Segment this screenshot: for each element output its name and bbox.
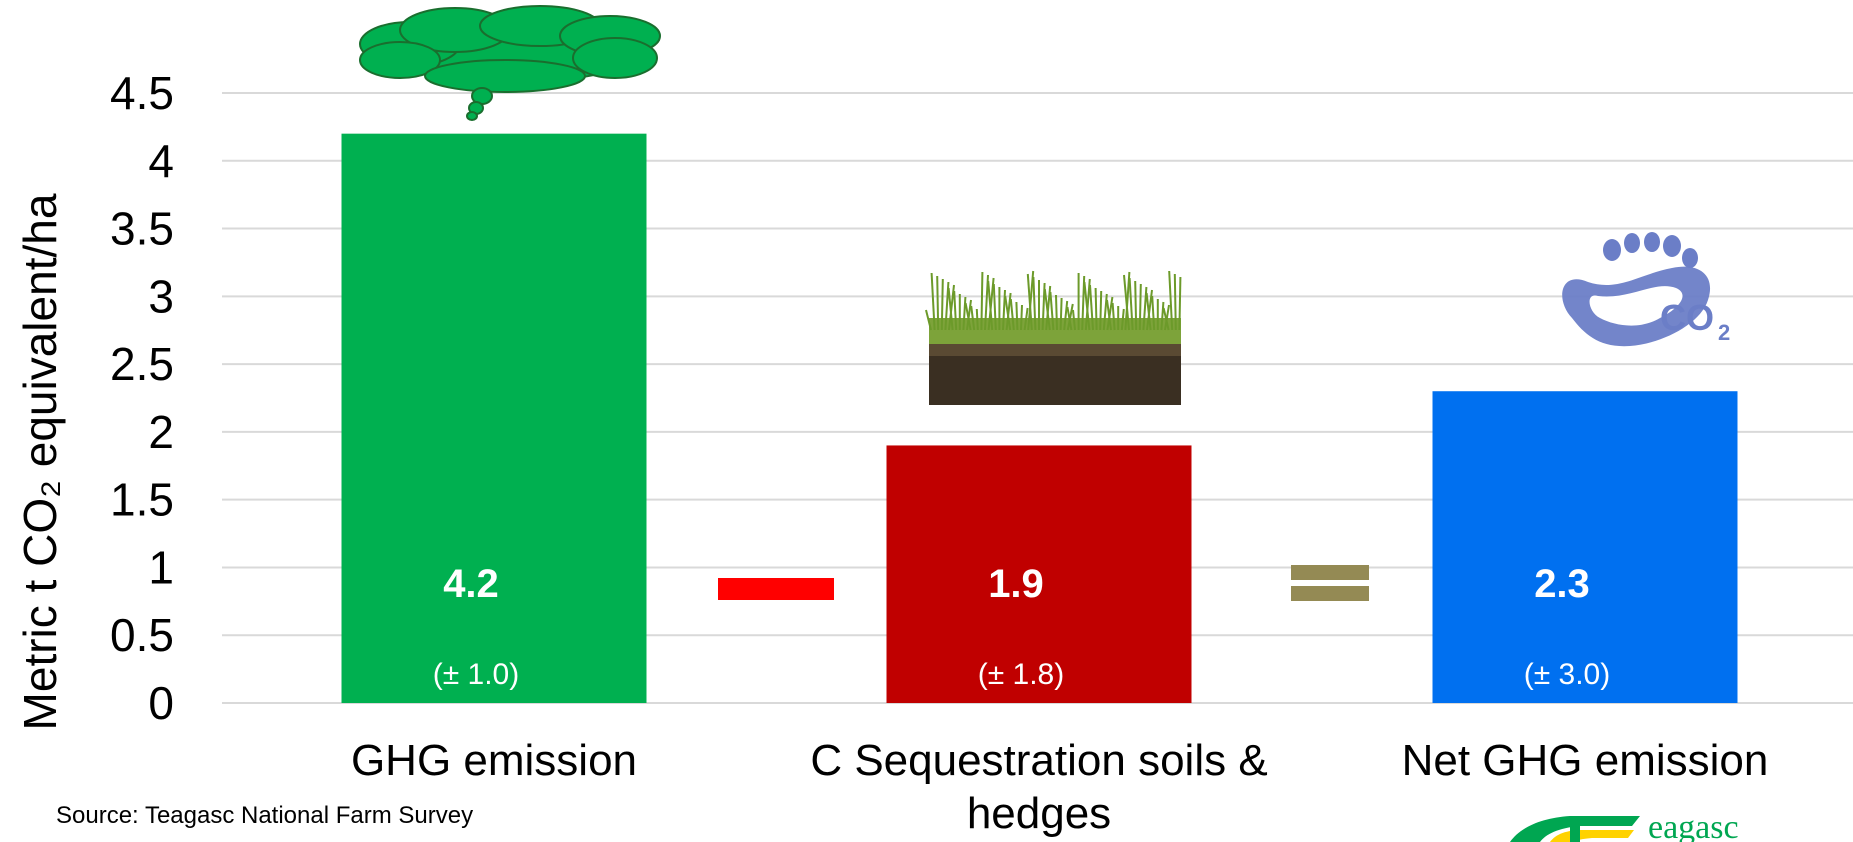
grass-blade [1026, 273, 1033, 331]
grass-blade [1151, 295, 1156, 331]
grass-blade [936, 275, 940, 331]
grass-blade [1066, 303, 1074, 331]
grass-blade [987, 280, 994, 331]
grass-blade [1164, 304, 1170, 331]
grass-blade [1173, 273, 1177, 331]
bar-value-label: 1.9 [988, 562, 1044, 606]
grass-blade [947, 287, 954, 331]
y-tick-label: 1.5 [110, 474, 174, 526]
grass-blade [1043, 288, 1051, 331]
bar [886, 445, 1192, 703]
grass-blade [1128, 277, 1134, 331]
grass-blade [1009, 298, 1015, 331]
grass-blade [1015, 301, 1019, 331]
grass-blade [1020, 304, 1023, 331]
y-axis-ticks: 0 0.5 1 1.5 2 2.5 3 3.5 4 4.5 [110, 67, 174, 729]
co2-footprint-icon: CO 2 [1562, 232, 1730, 347]
grass-blade [1145, 292, 1152, 331]
grass-blade [1032, 276, 1037, 331]
category-label: hedges [967, 789, 1111, 838]
bar-labels: 4.2 (± 1.0) 1.9 (± 1.8) 2.3 (± 3.0) [433, 562, 1610, 691]
grass-blade [1106, 299, 1112, 331]
grass-blade [1089, 284, 1094, 331]
grass-blade [992, 283, 997, 331]
y-tick-label: 3.5 [110, 203, 174, 255]
y-axis-label: Metric t CO₂ equivalent/ha [14, 193, 66, 730]
grass-blade [1168, 270, 1174, 331]
grass-blade [1099, 290, 1103, 331]
grass-blade [1124, 271, 1131, 331]
grass-blade [1138, 283, 1142, 331]
grass-blade [1059, 297, 1063, 331]
y-tick-label: 0.5 [110, 609, 174, 661]
grass-blade [1123, 274, 1130, 331]
grass-blade [1027, 270, 1035, 331]
grass-blade [1049, 291, 1055, 331]
grass-blade [1063, 300, 1069, 331]
grass-blade [930, 272, 936, 331]
grass-blade [1120, 308, 1125, 331]
grass-blade [1055, 294, 1058, 331]
grass-soil-image [925, 270, 1182, 405]
grass-blade [953, 290, 958, 331]
grass-blade [1146, 289, 1153, 331]
category-label: Net GHG emission [1402, 736, 1769, 785]
grass-blade [1160, 301, 1165, 331]
grass-blade [940, 278, 944, 331]
bar-error-label: (± 3.0) [1524, 658, 1610, 691]
bar-error-label: (± 1.8) [978, 658, 1064, 691]
cloud-icon [359, 5, 661, 121]
bars [341, 133, 1738, 703]
source-note: Source: Teagasc National Farm Survey [56, 802, 474, 829]
grass-blade [1102, 293, 1108, 331]
y-tick-label: 3 [148, 270, 174, 322]
grass-blade [1066, 306, 1073, 331]
bar-value-label: 2.3 [1534, 562, 1590, 606]
category-labels: GHG emission C Sequestration soils &hedge… [351, 736, 1768, 838]
teagasc-logo: eagasc [1510, 809, 1739, 842]
grass-blade [1072, 309, 1076, 331]
y-tick-label: 1 [148, 541, 174, 593]
grass-blade [987, 277, 995, 331]
grass-blade [1083, 281, 1091, 331]
equals-sign [1291, 565, 1369, 601]
bar [1432, 391, 1738, 703]
grass-blade [970, 305, 976, 331]
grass-blade [980, 271, 984, 331]
y-tick-label: 4 [148, 135, 174, 187]
y-tick-label: 2.5 [110, 338, 174, 390]
y-tick-label: 4.5 [110, 67, 174, 119]
y-tick-label: 0 [148, 677, 174, 729]
y-tick-label: 2 [148, 406, 174, 458]
category-label: C Sequestration soils & [810, 736, 1267, 785]
grass-blade [1111, 302, 1116, 331]
grass-blade [962, 296, 967, 331]
bar-error-label: (± 1.0) [433, 658, 519, 691]
grass-blade [1023, 307, 1029, 331]
grass-blade [1084, 278, 1091, 331]
grass-blade [1162, 307, 1170, 331]
grass-blade [1094, 287, 1098, 331]
bar-value-label: 4.2 [443, 562, 499, 606]
svg-text:2: 2 [1718, 320, 1730, 345]
grass-blade [925, 309, 932, 331]
grass-blade [1004, 295, 1012, 331]
category-label: GHG emission [351, 736, 637, 785]
grass-blade [966, 299, 972, 331]
bar [341, 133, 647, 703]
minus-sign [718, 578, 834, 600]
grass-blade [975, 308, 979, 331]
logo-text: eagasc [1648, 809, 1739, 842]
grass-blade [1178, 276, 1182, 331]
grass-blade [948, 284, 955, 331]
grass-blade [1106, 296, 1114, 331]
grass-blade [964, 302, 972, 331]
grass-blade [1134, 280, 1138, 331]
svg-text:CO: CO [1660, 297, 1714, 338]
